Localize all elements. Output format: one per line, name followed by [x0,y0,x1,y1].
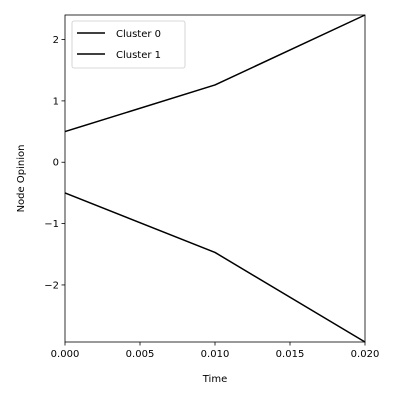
series-layer [64,14,366,343]
plot-border [64,14,366,343]
legend-label-cluster-0: Cluster 0 [116,29,161,40]
plot-area [65,15,365,342]
legend-label-cluster-1: Cluster 1 [116,50,161,61]
x-axis-label: Time [202,374,227,385]
series-line-cluster-0 [64,14,366,133]
x-tick-label: 0.000 [51,349,80,360]
x-tick-label: 0.005 [126,349,155,360]
y-tick-label: −2 [44,280,59,291]
x-axis-ticks: 0.000 0.005 0.010 0.015 0.020 [51,342,380,360]
x-tick-label: 0.020 [351,349,380,360]
y-tick-label: −1 [44,219,59,230]
y-tick-label: 0 [53,158,59,169]
y-axis-ticks: −2 −1 0 1 2 [44,35,65,291]
y-axis-label: Node Opinion [16,145,27,213]
series-line-cluster-1 [64,192,366,343]
y-tick-label: 1 [53,96,59,107]
x-tick-label: 0.010 [201,349,230,360]
y-tick-label: 2 [53,35,59,46]
legend: Cluster 0 Cluster 1 [71,20,186,69]
x-tick-label: 0.015 [276,349,305,360]
